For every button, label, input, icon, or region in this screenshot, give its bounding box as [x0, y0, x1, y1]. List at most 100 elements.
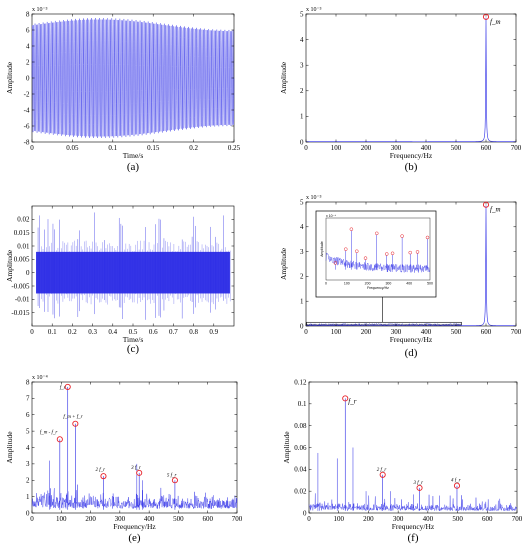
inset-x-tick-label: 0: [325, 282, 327, 286]
y-tick-label: 0: [300, 322, 304, 330]
y-tick-label: 5: [26, 427, 30, 435]
x-tick-label: 0.05: [66, 144, 79, 152]
x-tick-label: 100: [331, 144, 342, 152]
inset-x-tick-label: 200: [365, 282, 371, 286]
y-tick-label: -0.01: [15, 296, 30, 304]
inset-peak-marker: [384, 252, 389, 256]
inset-peak-marker: [355, 249, 359, 253]
inset-chart: 0 100 200 300 400 500 Frequency/Hz Amplitude x 1…: [315, 210, 437, 298]
y-tick-label: 6: [26, 26, 30, 34]
plot-frame: [31, 381, 238, 514]
y-tick-label: 5: [300, 198, 304, 206]
inset-peak-marker: [363, 256, 368, 260]
y-tick-label: 0.015: [14, 229, 30, 237]
y-tick-label: 1: [26, 493, 30, 501]
x-tick-label: 0.9: [209, 328, 218, 336]
x-tick-label: 300: [115, 515, 126, 523]
x-tick-label: 0.2: [189, 144, 198, 152]
x-axis-label: Frequency/Hz: [390, 335, 433, 344]
x-tick-label: 500: [451, 328, 462, 336]
peak-annotation: f_r: [348, 397, 356, 405]
panel-label: (d): [405, 347, 418, 359]
y-axis-label: Amplitude: [5, 249, 14, 282]
y-tick-label: 0.02: [17, 216, 30, 224]
x-tick-label: 0.7: [169, 328, 178, 336]
y-tick-label: -2: [24, 90, 30, 98]
y-tick-label: 7: [26, 395, 30, 403]
peak-marker: [64, 383, 71, 390]
peak-annotation: 5 f_r: [167, 473, 177, 478]
inset-peak-marker: [344, 247, 348, 251]
peak-marker: [56, 436, 63, 443]
x-axis-label: Frequency/Hz: [113, 522, 156, 531]
plot-frame: [308, 381, 518, 514]
x-tick-label: 700: [512, 515, 523, 523]
x-tick-label: 300: [393, 515, 404, 523]
x-tick-label: 200: [361, 328, 372, 336]
x-tick-label: 600: [202, 515, 213, 523]
y-tick-label: -0.015: [11, 309, 30, 317]
x-tick-label: 300: [391, 328, 402, 336]
y-tick-label: 0.12: [294, 378, 307, 386]
x-tick-label: 700: [511, 144, 522, 152]
series-line: [31, 17, 235, 139]
peak-annotation: f_m - f_r: [40, 430, 58, 435]
inset-x-tick-label: 400: [406, 282, 412, 286]
x-tick-label: 600: [481, 328, 492, 336]
x-tick-label: 300: [391, 144, 402, 152]
x-tick-label: 100: [331, 328, 342, 336]
y-tick-label: 0: [26, 269, 30, 277]
y-tick-label: 4: [300, 223, 304, 231]
peak-annotation: f_r: [60, 386, 66, 391]
x-tick-label: 200: [361, 144, 372, 152]
x-tick-label: 0.15: [147, 144, 160, 152]
y-tick-label: 2: [300, 87, 304, 95]
y-tick-label: 2: [300, 273, 304, 281]
y-tick-label: 0.1: [298, 400, 307, 408]
x-tick-label: 200: [85, 515, 96, 523]
peak-annotation: 2 f_r: [377, 468, 387, 473]
y-tick-label: 3: [300, 248, 304, 256]
x-tick-label: 400: [423, 515, 434, 523]
y-tick-label: 5: [300, 10, 304, 18]
inset-peak-marker: [400, 234, 404, 238]
inset-frame: [325, 217, 431, 281]
y-tick-label: 0.01: [17, 242, 30, 250]
peak-annotation: f_m: [490, 206, 501, 214]
y-tick-label: 2: [26, 477, 30, 485]
x-tick-label: 0: [30, 515, 34, 523]
x-tick-label: 0.25: [228, 144, 241, 152]
y-tick-label: 0: [26, 74, 30, 82]
y-tick-label: 0.06: [294, 444, 307, 452]
peak-marker: [379, 471, 386, 478]
y-tick-label: 0: [26, 509, 30, 517]
y-tick-label: 0: [303, 509, 307, 517]
y-exponent-label: x 10⁻⁴: [32, 375, 48, 381]
x-tick-label: 600: [482, 515, 493, 523]
inset-y-axis-label: Amplitude: [320, 241, 324, 257]
y-tick-label: 0: [300, 138, 304, 146]
y-tick-label: 1: [300, 113, 304, 121]
x-tick-label: 0.3: [88, 328, 97, 336]
y-tick-label: 3: [300, 62, 304, 70]
inset-peak-marker: [415, 250, 420, 254]
x-tick-label: 400: [421, 328, 432, 336]
x-axis-label: Frequency/Hz: [390, 151, 433, 160]
peak-annotation: 3 f_r: [131, 466, 141, 471]
peak-annotation: 3 f_r: [414, 481, 424, 486]
y-exponent-label: x 10⁻³: [306, 195, 322, 201]
panel-label: (f): [408, 532, 419, 544]
x-tick-label: 0.6: [149, 328, 158, 336]
inset-x-tick-label: 100: [344, 282, 350, 286]
panel-label: (b): [405, 161, 418, 173]
inset-x-tick-label: 300: [385, 282, 391, 286]
x-tick-label: 500: [452, 515, 463, 523]
inset-peak-marker: [333, 261, 338, 265]
x-tick-label: 0.2: [68, 328, 77, 336]
chart-b: f_m 0 100 200 300 400 500 600 700 5 4 3 2 1 0 Frequency…: [279, 7, 522, 173]
peak-marker: [136, 469, 143, 476]
y-axis-label: Amplitude: [5, 61, 14, 94]
y-tick-label: -0.005: [11, 282, 30, 290]
inset-y-exponent: x 10⁻⁴: [326, 214, 336, 218]
